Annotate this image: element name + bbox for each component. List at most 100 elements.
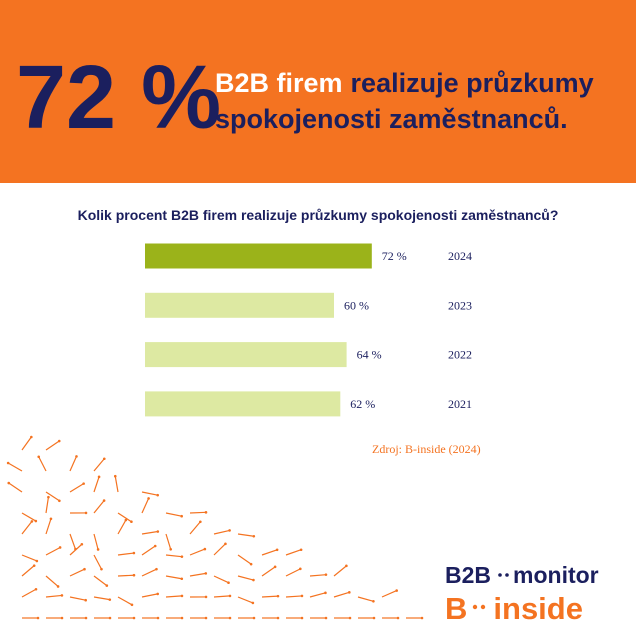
arrow-line <box>141 530 158 535</box>
headline-highlight: B2B firem <box>215 68 343 98</box>
arrow-line <box>7 462 23 472</box>
arrow-line <box>93 533 99 550</box>
value-label: 62 % <box>350 397 375 411</box>
arrow-head <box>300 594 304 598</box>
arrow-line <box>69 533 76 550</box>
arrow-head <box>80 542 84 546</box>
category-label: 2021 <box>448 397 472 411</box>
arrow-head <box>372 599 375 603</box>
arrow-head <box>276 594 280 598</box>
arrow-head <box>300 616 304 620</box>
arrow-head <box>75 455 78 458</box>
arrow-head <box>32 564 36 567</box>
arrow-head <box>57 439 61 443</box>
arrow-head <box>84 616 88 620</box>
arrow-head <box>132 573 136 577</box>
arrow-head <box>348 616 352 620</box>
logo-monitor: B2B monitor <box>445 562 599 588</box>
header-band <box>0 0 636 183</box>
arrow-line <box>117 512 132 523</box>
arrow-line <box>189 572 206 577</box>
arrow-line <box>45 491 60 502</box>
arrow-head <box>227 581 230 585</box>
arrow-line <box>117 596 133 606</box>
arrow-line <box>285 595 303 598</box>
source: Zdroj: B-inside (2024) <box>372 442 481 456</box>
logo-text: B <box>445 591 467 626</box>
arrow-head <box>37 455 41 459</box>
arrow-line <box>237 575 254 581</box>
value-label: 60 % <box>344 298 369 312</box>
arrow-line <box>93 476 100 493</box>
arrow-head <box>155 567 158 571</box>
arrow-line <box>165 595 183 598</box>
arrow-head <box>60 616 64 620</box>
logo-dot <box>505 573 509 577</box>
arrow-line <box>213 595 231 598</box>
arrow-head <box>58 546 62 549</box>
arrow-line <box>45 594 62 598</box>
arrow-head <box>169 547 173 551</box>
arrow-head <box>34 587 38 591</box>
arrow-head <box>132 551 136 555</box>
arrow-line <box>69 543 83 556</box>
bar <box>145 243 372 269</box>
headline-text: realizuje průzkumy <box>351 68 594 98</box>
arrow-head <box>47 495 50 499</box>
arrow-head <box>49 517 53 521</box>
bar <box>145 391 341 417</box>
category-label: 2022 <box>448 348 472 362</box>
arrow-line <box>213 543 226 556</box>
arrow-line <box>21 436 32 451</box>
arrow-line <box>141 568 157 577</box>
arrow-head <box>324 616 328 620</box>
arrow-line <box>237 554 252 565</box>
logo-text: inside <box>493 591 583 626</box>
arrow-head <box>153 544 157 548</box>
arrow-head <box>108 616 112 620</box>
chart-title: Kolik procent B2B firem realizuje průzku… <box>78 207 559 223</box>
arrow-line <box>69 568 85 577</box>
arrow-line <box>69 456 78 472</box>
arrow-head <box>228 616 232 620</box>
arrow-line <box>165 554 182 558</box>
arrow-head <box>84 598 87 602</box>
arrow-head <box>83 567 86 571</box>
value-label: 64 % <box>357 348 382 362</box>
arrow-line <box>237 596 254 604</box>
arrow-head <box>252 578 255 582</box>
arrow-head <box>56 585 60 588</box>
arrow-head <box>156 592 159 596</box>
arrow-head <box>84 511 88 515</box>
arrow-line <box>141 491 158 496</box>
arrow-line <box>45 518 52 535</box>
arrow-head <box>30 520 34 523</box>
arrow-line <box>381 590 397 598</box>
arrow-line <box>93 500 105 514</box>
arrow-line <box>237 533 254 537</box>
arrow-head <box>228 529 231 532</box>
arrow-line <box>93 554 103 570</box>
arrow-line <box>261 595 279 598</box>
arrow-head <box>132 616 136 620</box>
arrow-line <box>21 521 33 535</box>
arrow-head <box>299 567 302 571</box>
arrow-head <box>82 482 85 485</box>
arrow-head <box>276 616 280 620</box>
logo-dot <box>498 573 502 577</box>
arrow-line <box>165 575 182 580</box>
arrow-line <box>357 596 374 602</box>
arrow-head <box>324 573 328 576</box>
logo-dot <box>472 604 478 610</box>
arrow-line <box>69 596 86 601</box>
arrow-head <box>228 594 232 598</box>
arrow-decoration <box>6 435 424 620</box>
arrow-head <box>6 461 10 465</box>
arrow-line <box>141 593 158 598</box>
arrow-line <box>285 549 302 556</box>
arrow-head <box>96 548 100 551</box>
arrow-line <box>45 497 50 514</box>
arrow-line <box>21 588 37 598</box>
headline: B2B firem realizuje průzkumy <box>215 68 594 98</box>
